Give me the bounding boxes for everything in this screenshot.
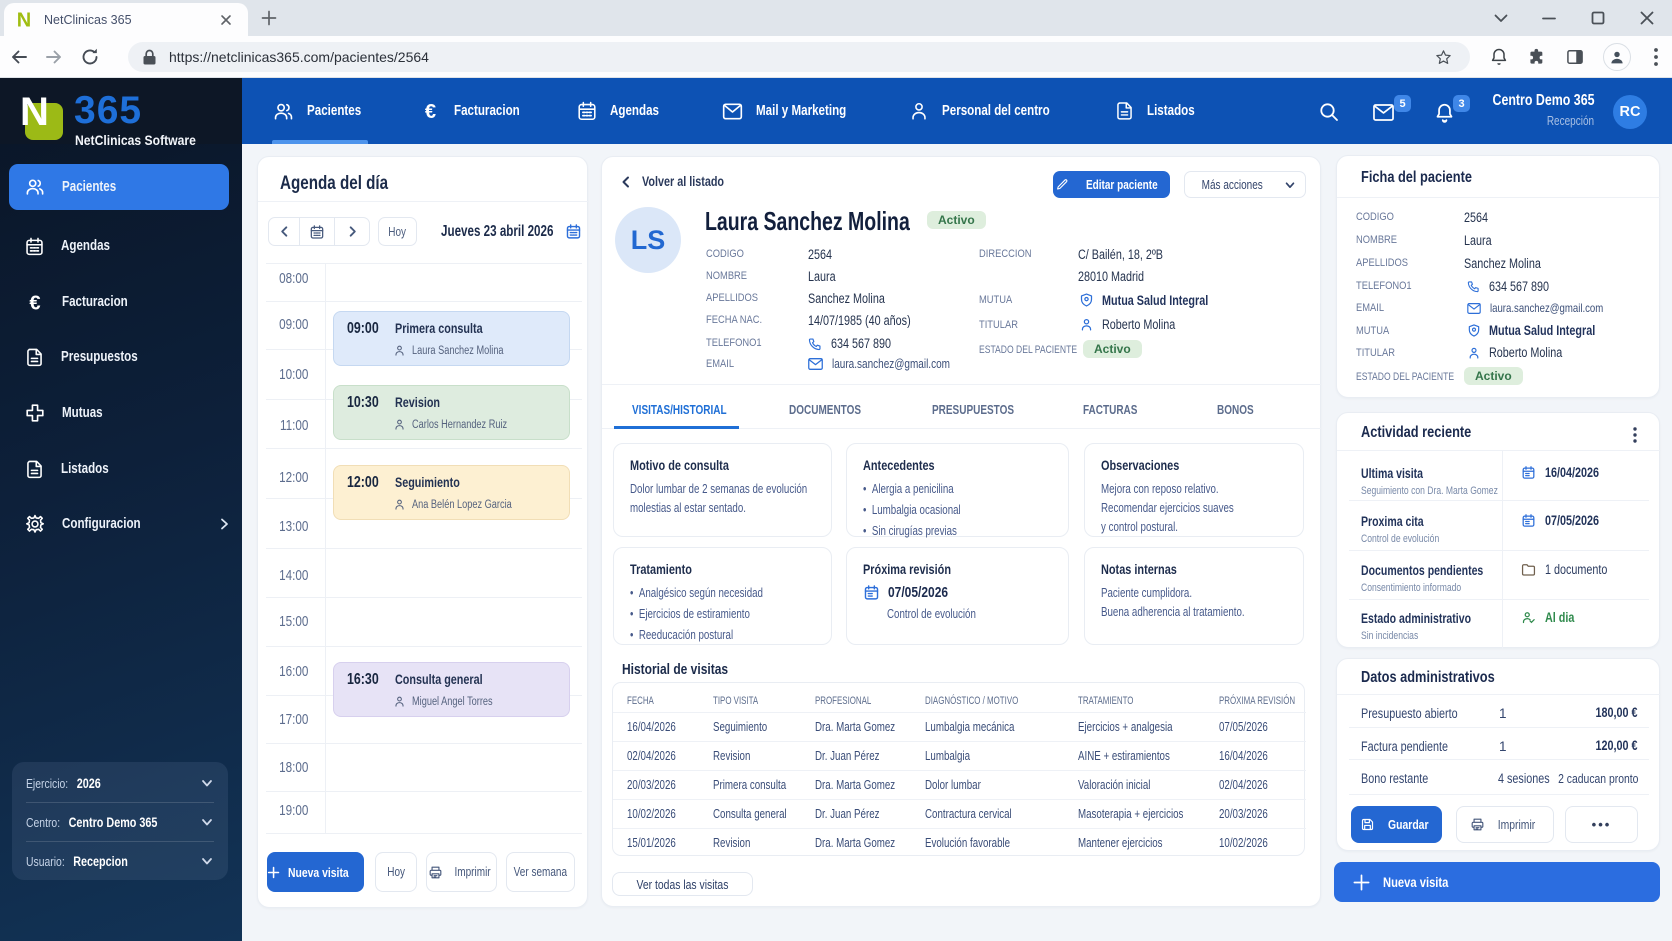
- svg-text:€: €: [29, 292, 40, 313]
- svg-text:N: N: [17, 10, 31, 30]
- svg-text:€: €: [425, 101, 436, 123]
